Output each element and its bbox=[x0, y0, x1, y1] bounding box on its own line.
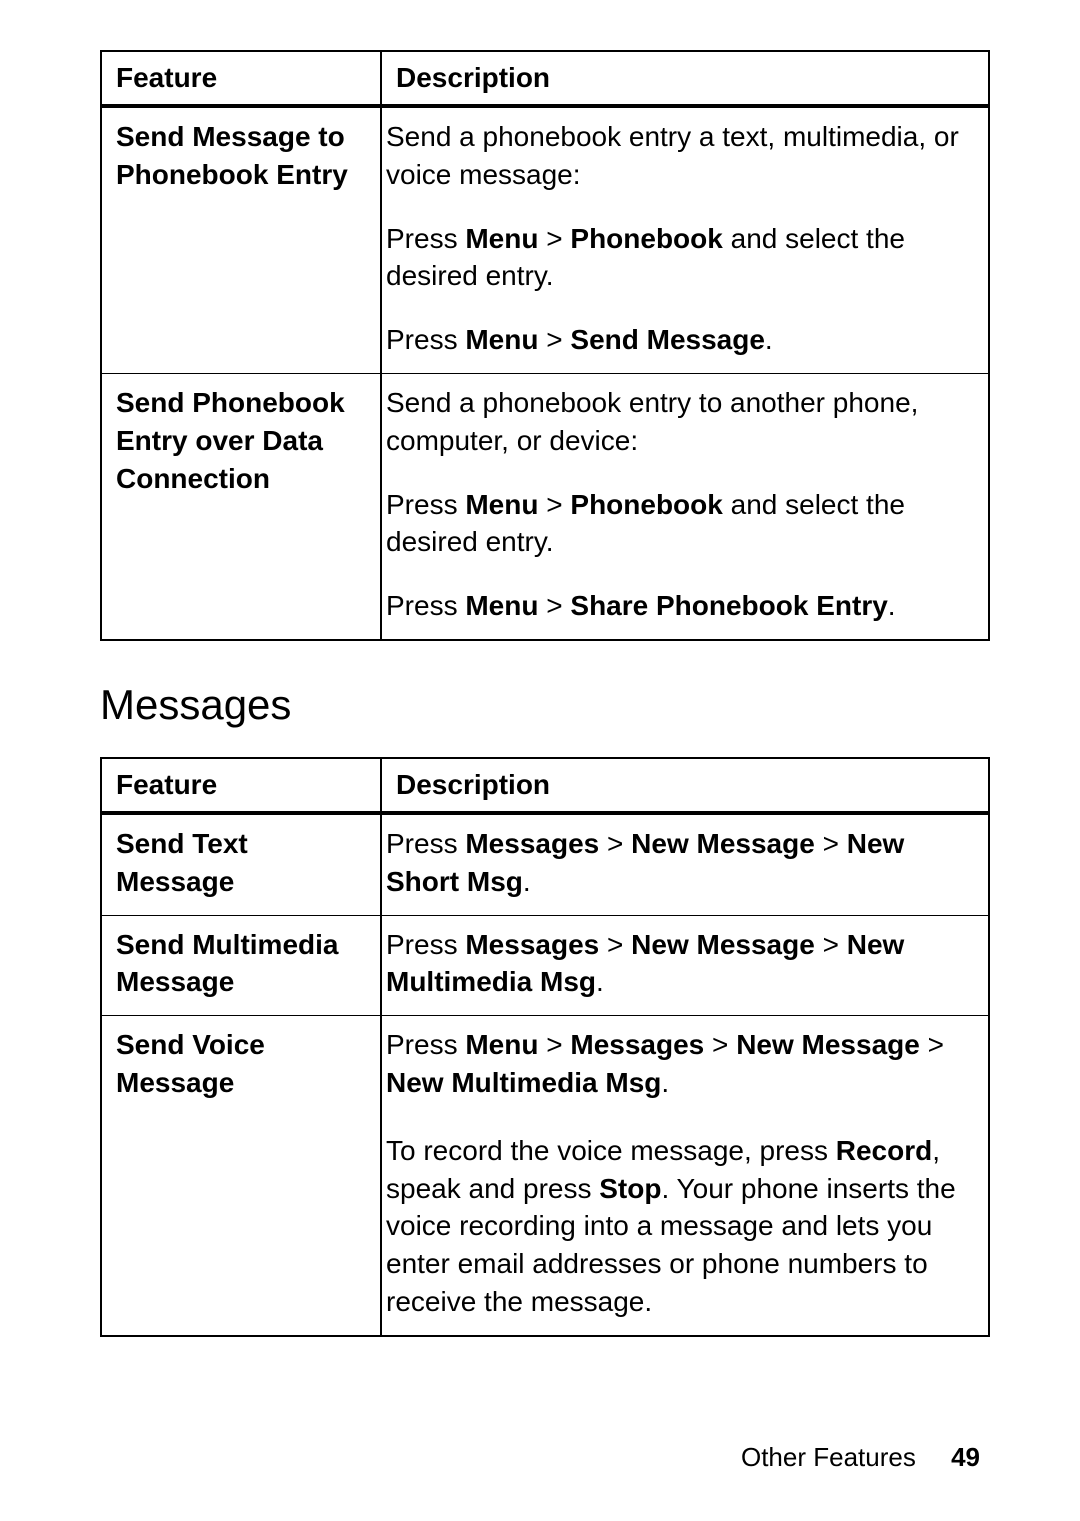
menu-path: Share Phonebook Entry bbox=[570, 590, 887, 621]
desc-text: . bbox=[596, 966, 604, 997]
menu-path: Messages bbox=[465, 929, 599, 960]
col-header-description: Description bbox=[381, 51, 989, 106]
feature-description: Press Menu > Share Phonebook Entry. bbox=[381, 577, 989, 640]
feature-name: Send Voice Message bbox=[101, 1016, 381, 1336]
feature-name-cont bbox=[101, 311, 381, 373]
desc-text: > bbox=[538, 223, 570, 254]
table-row: Send Voice Message Press Menu > Messages… bbox=[101, 1016, 989, 1122]
desc-text: To record the voice message, press bbox=[386, 1135, 836, 1166]
desc-text: > bbox=[815, 929, 847, 960]
feature-description: Press Messages > New Message > New Multi… bbox=[381, 915, 989, 1016]
feature-description: Press Menu > Phonebook and select the de… bbox=[381, 210, 989, 312]
desc-text: > bbox=[538, 324, 570, 355]
messages-features-table: Feature Description Send Text Message Pr… bbox=[100, 757, 990, 1337]
desc-text: > bbox=[599, 929, 631, 960]
ui-term: Record bbox=[836, 1135, 932, 1166]
table-header-row: Feature Description bbox=[101, 758, 989, 813]
feature-description: Press Messages > New Message > New Short… bbox=[381, 813, 989, 915]
feature-description: Send a phonebook entry to another phone,… bbox=[381, 373, 989, 475]
feature-name: Send Phonebook Entry over Data Connectio… bbox=[101, 373, 381, 577]
feature-name: Send Text Message bbox=[101, 813, 381, 915]
table-row: Send Phonebook Entry over Data Connectio… bbox=[101, 373, 989, 475]
menu-path: Send Message bbox=[570, 324, 765, 355]
footer-section-name: Other Features bbox=[741, 1442, 916, 1472]
menu-path: Phonebook bbox=[570, 489, 722, 520]
desc-text: Press bbox=[386, 324, 465, 355]
desc-text: > bbox=[538, 590, 570, 621]
desc-text: Press bbox=[386, 828, 465, 859]
menu-path: Menu bbox=[465, 223, 538, 254]
desc-text: . bbox=[523, 866, 531, 897]
desc-text: Send a phonebook entry to another phone,… bbox=[386, 387, 918, 456]
desc-text: > bbox=[599, 828, 631, 859]
desc-text: . bbox=[888, 590, 896, 621]
desc-text: Send a phonebook entry a text, multimedi… bbox=[386, 121, 959, 190]
menu-path: New Message bbox=[631, 929, 815, 960]
menu-path: Menu bbox=[465, 489, 538, 520]
feature-name: Send Message to Phonebook Entry bbox=[101, 106, 381, 311]
col-header-feature: Feature bbox=[101, 51, 381, 106]
table-row: Send Text Message Press Messages > New M… bbox=[101, 813, 989, 915]
phonebook-features-table: Feature Description Send Message to Phon… bbox=[100, 50, 990, 641]
desc-text: > bbox=[920, 1029, 944, 1060]
col-header-description: Description bbox=[381, 758, 989, 813]
desc-text: > bbox=[538, 489, 570, 520]
manual-page: Feature Description Send Message to Phon… bbox=[0, 0, 1080, 1521]
desc-text: Press bbox=[386, 590, 465, 621]
feature-description: Press Menu > Phonebook and select the de… bbox=[381, 476, 989, 578]
menu-path: New Message bbox=[736, 1029, 920, 1060]
menu-path: Messages bbox=[570, 1029, 704, 1060]
ui-term: Stop bbox=[599, 1173, 661, 1204]
feature-description: Send a phonebook entry a text, multimedi… bbox=[381, 106, 989, 210]
table-row: Send Message to Phonebook Entry Send a p… bbox=[101, 106, 989, 210]
feature-description: To record the voice message, press Recor… bbox=[381, 1122, 989, 1336]
menu-path: New Multimedia Msg bbox=[386, 1067, 661, 1098]
section-heading-messages: Messages bbox=[100, 681, 990, 729]
menu-path: Menu bbox=[465, 1029, 538, 1060]
desc-text: Press bbox=[386, 929, 465, 960]
menu-path: New Message bbox=[631, 828, 815, 859]
menu-path: Menu bbox=[465, 324, 538, 355]
table-header-row: Feature Description bbox=[101, 51, 989, 106]
page-number: 49 bbox=[951, 1442, 980, 1472]
feature-description: Press Menu > Messages > New Message > Ne… bbox=[381, 1016, 989, 1122]
desc-text: > bbox=[704, 1029, 736, 1060]
desc-text: . bbox=[765, 324, 773, 355]
feature-name-cont bbox=[101, 577, 381, 640]
desc-text: > bbox=[538, 1029, 570, 1060]
desc-text: > bbox=[815, 828, 847, 859]
col-header-feature: Feature bbox=[101, 758, 381, 813]
desc-text: Press bbox=[386, 489, 465, 520]
desc-text: . bbox=[661, 1067, 669, 1098]
table-row: Press Menu > Share Phonebook Entry. bbox=[101, 577, 989, 640]
table-row: Press Menu > Send Message. bbox=[101, 311, 989, 373]
table-row: Send Multimedia Message Press Messages >… bbox=[101, 915, 989, 1016]
menu-path: Messages bbox=[465, 828, 599, 859]
menu-path: Menu bbox=[465, 590, 538, 621]
page-footer: Other Features 49 bbox=[741, 1442, 980, 1473]
desc-text: Press bbox=[386, 223, 465, 254]
menu-path: Phonebook bbox=[570, 223, 722, 254]
feature-description: Press Menu > Send Message. bbox=[381, 311, 989, 373]
feature-name: Send Multimedia Message bbox=[101, 915, 381, 1016]
desc-text: Press bbox=[386, 1029, 465, 1060]
